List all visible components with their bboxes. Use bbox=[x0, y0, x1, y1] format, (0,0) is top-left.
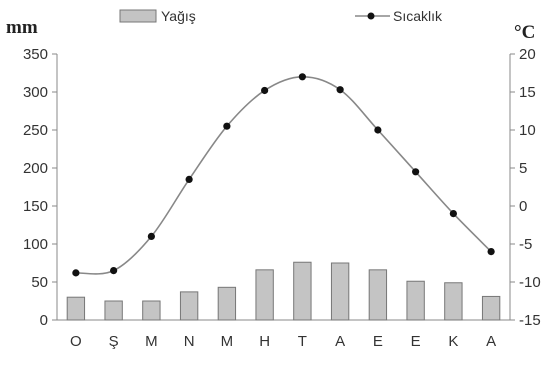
precipitation-bar bbox=[330, 262, 350, 321]
left-axis-unit: mm bbox=[6, 17, 38, 38]
temperature-point bbox=[72, 269, 80, 277]
month-label: M bbox=[221, 333, 234, 350]
month-label: E bbox=[411, 333, 421, 350]
legend-precip-label: Yağış bbox=[161, 8, 196, 24]
temperature-point bbox=[261, 86, 269, 95]
left-tick-label: 250 bbox=[23, 122, 48, 139]
temperature-point bbox=[374, 126, 382, 134]
precipitation-bars bbox=[66, 261, 501, 321]
precipitation-bar bbox=[142, 300, 161, 321]
temperature-series-line bbox=[75, 75, 492, 275]
left-tick-label: 150 bbox=[23, 198, 48, 215]
temperature-point bbox=[185, 175, 193, 183]
month-label: Ş bbox=[109, 333, 119, 350]
left-tick-label: 100 bbox=[23, 236, 48, 253]
left-axis-ticks: 0 50 100 150 200 250 300 350 bbox=[23, 46, 57, 329]
left-tick-label: 300 bbox=[23, 84, 48, 101]
right-axis-unit: °C bbox=[514, 22, 535, 43]
left-tick-label: 50 bbox=[31, 274, 48, 291]
month-label: K bbox=[448, 333, 458, 350]
temperature-point bbox=[487, 248, 495, 256]
left-tick-label: 350 bbox=[23, 46, 48, 63]
left-tick-label: 0 bbox=[40, 312, 48, 329]
precipitation-bar bbox=[368, 269, 388, 321]
precipitation-bar bbox=[481, 295, 501, 321]
left-tick-label: 200 bbox=[23, 160, 48, 177]
right-tick-label: -10 bbox=[519, 274, 541, 291]
temperature-line bbox=[72, 73, 495, 277]
legend-precip-swatch bbox=[119, 9, 157, 23]
month-label: O bbox=[70, 333, 82, 350]
precipitation-bar bbox=[104, 300, 123, 321]
month-label: T bbox=[298, 333, 307, 350]
precipitation-bar bbox=[444, 282, 463, 321]
temperature-point bbox=[223, 122, 231, 130]
legend-temp-marker bbox=[367, 12, 375, 20]
legend: Yağış Sıcaklık bbox=[119, 8, 443, 24]
month-label: A bbox=[486, 333, 496, 350]
month-label: M bbox=[145, 333, 158, 350]
precipitation-bar bbox=[66, 296, 86, 321]
month-label: N bbox=[184, 333, 195, 350]
precipitation-bar bbox=[179, 291, 199, 321]
right-tick-label: 20 bbox=[519, 46, 536, 63]
month-label: H bbox=[259, 333, 270, 350]
right-tick-label: 5 bbox=[519, 160, 527, 177]
temperature-point bbox=[298, 73, 306, 81]
right-tick-label: -5 bbox=[519, 236, 532, 253]
legend-temp-label: Sıcaklık bbox=[393, 8, 443, 24]
temperature-point bbox=[412, 168, 420, 176]
precipitation-bar bbox=[255, 269, 274, 321]
precipitation-bar bbox=[217, 286, 237, 321]
precipitation-bar bbox=[293, 261, 312, 321]
right-tick-label: 0 bbox=[519, 198, 527, 215]
month-label: A bbox=[335, 333, 345, 350]
precipitation-bar bbox=[406, 280, 425, 321]
month-label: E bbox=[373, 333, 383, 350]
right-tick-label: 10 bbox=[519, 122, 536, 139]
temperature-point bbox=[147, 232, 155, 240]
right-axis-ticks: -15 -10 -5 0 5 10 15 20 bbox=[510, 46, 541, 329]
temperature-point bbox=[336, 86, 344, 94]
temperature-point bbox=[110, 267, 118, 275]
temperature-point bbox=[449, 210, 457, 218]
right-tick-label: -15 bbox=[519, 312, 541, 329]
right-tick-label: 15 bbox=[519, 84, 536, 101]
